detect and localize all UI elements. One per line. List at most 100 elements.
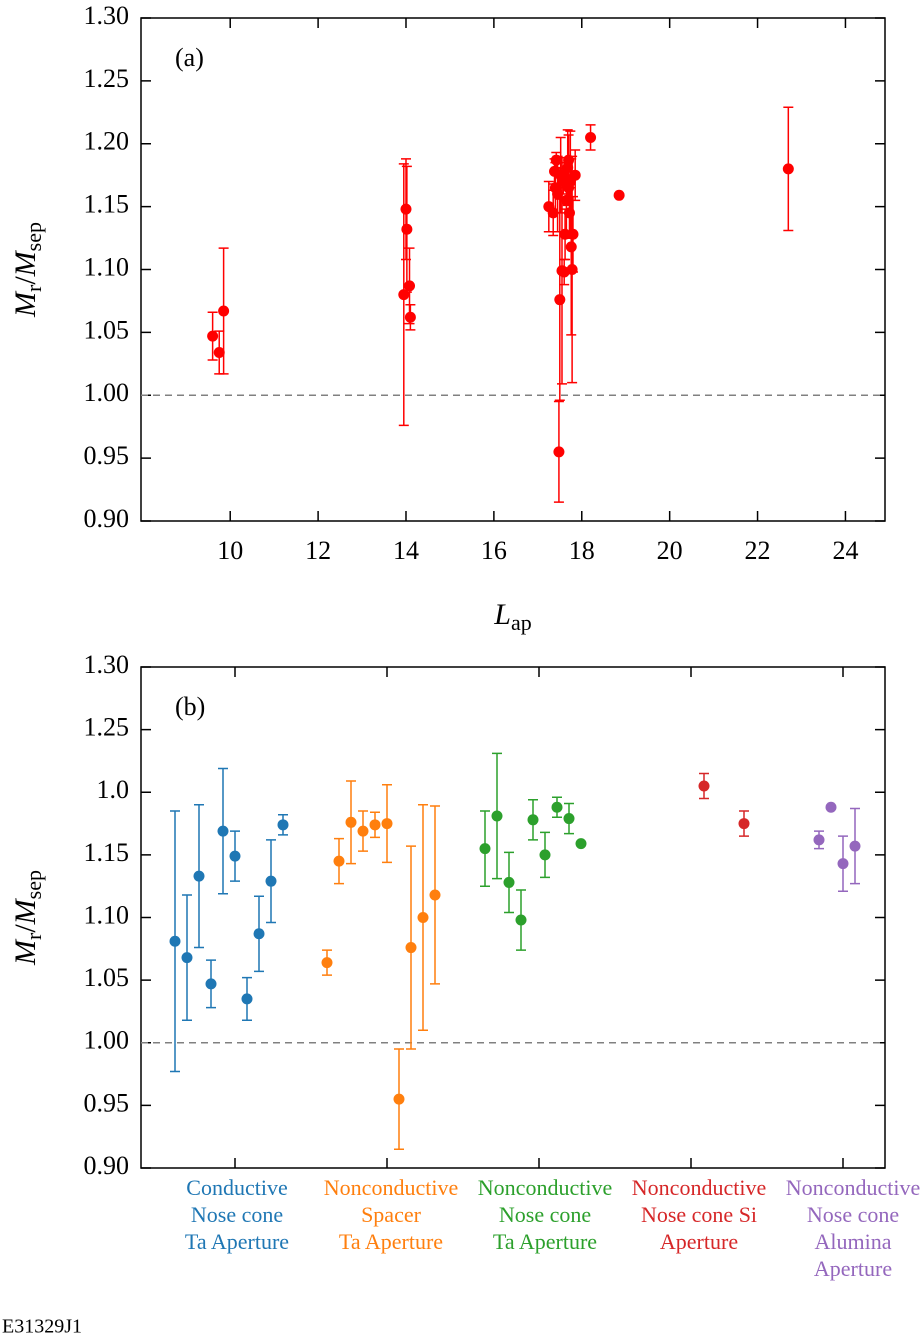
- point: [218, 305, 230, 317]
- category-label: Conductive: [186, 1175, 287, 1200]
- axis-label-part: /: [9, 924, 42, 933]
- point: [849, 840, 861, 852]
- point: [401, 223, 413, 235]
- y-tick-label: 0.90: [84, 1151, 130, 1180]
- x-tick-label: 14: [393, 536, 419, 565]
- y-tick-label: 1.05: [84, 315, 130, 344]
- axis-label-part: /: [9, 276, 42, 285]
- category-label: Ta Aperture: [493, 1229, 597, 1254]
- axis-label-part: ap: [511, 610, 532, 635]
- axis-label-part: M: [9, 938, 42, 966]
- axis-label-part: r: [21, 284, 46, 292]
- y-tick-label: 1.00: [84, 1026, 130, 1055]
- axis-label: Mr/Msep: [9, 222, 46, 318]
- y-tick-label: 1.15: [84, 190, 130, 219]
- point: [837, 858, 849, 870]
- y-tick-label: 1.0: [97, 775, 130, 804]
- point: [321, 957, 333, 969]
- plot-frame: [140, 17, 886, 522]
- category-label: Nose cone Si: [641, 1202, 757, 1227]
- point: [575, 838, 587, 850]
- point: [333, 855, 345, 867]
- point: [539, 849, 551, 861]
- y-tick-label: 0.95: [84, 1088, 130, 1117]
- x-tick-label: 24: [832, 536, 858, 565]
- plot-frame: [140, 666, 886, 1169]
- point: [205, 978, 217, 990]
- point: [479, 843, 491, 855]
- point: [357, 825, 369, 837]
- point: [404, 311, 416, 323]
- y-tick-label: 1.00: [84, 378, 130, 407]
- point: [417, 912, 429, 923]
- y-tick-label: 1.10: [84, 252, 130, 281]
- category-label: Nonconductive: [632, 1175, 766, 1200]
- point: [400, 203, 412, 215]
- point: [503, 876, 515, 888]
- point: [551, 801, 563, 813]
- y-tick-label: 0.95: [84, 441, 130, 470]
- point: [277, 819, 289, 831]
- point: [207, 330, 219, 342]
- x-tick-label: 22: [745, 536, 771, 565]
- point: [381, 818, 393, 830]
- category-label: Nonconductive: [786, 1175, 920, 1200]
- y-tick-label: 1.20: [84, 127, 130, 156]
- point: [265, 875, 277, 887]
- axis-label-part: M: [9, 290, 42, 318]
- x-tick-label: 10: [217, 536, 243, 565]
- point: [169, 935, 181, 947]
- point: [404, 280, 416, 292]
- point: [569, 169, 581, 181]
- axis-label-part: L: [493, 598, 511, 631]
- y-tick-label: 1.30: [84, 1, 130, 30]
- category-label: Nose cone: [807, 1202, 899, 1227]
- point: [393, 1093, 405, 1105]
- y-tick-label: 1.30: [84, 650, 130, 679]
- axis-label-part: sep: [21, 222, 46, 251]
- category-label: Nose cone: [191, 1202, 283, 1227]
- y-tick-label: 1.15: [84, 838, 130, 867]
- y-tick-label: 1.25: [84, 64, 130, 93]
- y-tick-label: 1.25: [84, 713, 130, 742]
- x-tick-label: 16: [481, 536, 507, 565]
- point: [241, 993, 253, 1005]
- point: [527, 814, 539, 826]
- axis-label-part: M: [9, 249, 42, 277]
- axis-label-part: r: [21, 932, 46, 940]
- point: [585, 131, 597, 143]
- point: [567, 228, 579, 240]
- point: [563, 813, 575, 825]
- axis-label: Mr/Msep: [9, 870, 46, 966]
- category-label: Spacer: [361, 1202, 422, 1227]
- point: [213, 346, 225, 358]
- point: [825, 801, 837, 813]
- point: [429, 889, 441, 901]
- category-label: Nonconductive: [324, 1175, 458, 1200]
- point: [345, 816, 357, 828]
- axis-label: Lap: [493, 598, 531, 635]
- point: [613, 189, 625, 201]
- category-label: Aperture: [660, 1229, 738, 1254]
- point: [229, 850, 241, 862]
- panel-label: (b): [175, 692, 205, 721]
- point: [565, 241, 577, 253]
- axis-label-part: M: [9, 897, 42, 925]
- point: [515, 914, 527, 926]
- point: [491, 810, 503, 822]
- category-label: Alumina: [815, 1229, 892, 1254]
- point: [738, 818, 750, 830]
- point: [566, 264, 578, 275]
- point: [782, 163, 794, 175]
- point: [554, 294, 566, 306]
- category-label: Nonconductive: [478, 1175, 612, 1200]
- point: [193, 870, 205, 882]
- x-tick-label: 20: [657, 536, 683, 565]
- panel-label: (a): [175, 43, 204, 72]
- point: [813, 834, 825, 846]
- category-label: Ta Aperture: [185, 1229, 289, 1254]
- category-label: Aperture: [814, 1256, 892, 1281]
- point: [553, 446, 565, 458]
- point: [181, 952, 193, 964]
